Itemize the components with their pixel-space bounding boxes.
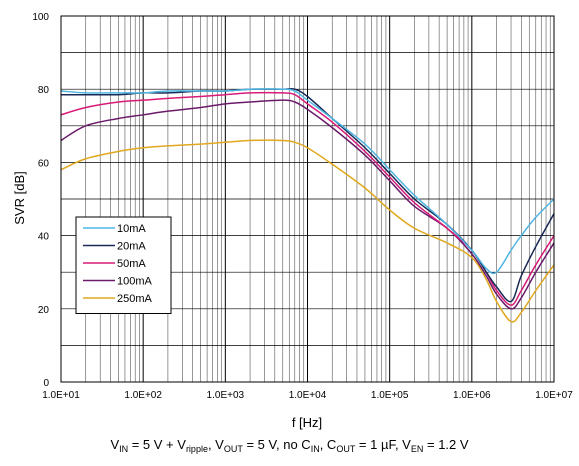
series-line-100mA — [60, 99, 555, 310]
y-tick-label: 40 — [38, 232, 50, 243]
grid — [60, 15, 554, 383]
legend-label: 50mA — [117, 258, 146, 270]
caption-sub: OUT — [223, 444, 243, 454]
legend-label: 100mA — [117, 276, 153, 288]
y-tick-label: 0 — [43, 378, 49, 389]
y-axis-label: SVR [dB] — [12, 171, 27, 224]
caption-sub: IN — [310, 444, 320, 454]
x-tick-label: 1.0E+06 — [453, 390, 491, 401]
x-tick-label: 1.0E+02 — [124, 390, 162, 401]
y-tick-label: 80 — [38, 85, 50, 96]
plot-frame — [60, 15, 555, 383]
caption-sub: IN — [119, 444, 129, 454]
x-tick-label: 1.0E+05 — [371, 390, 409, 401]
x-axis-label: f [Hz] — [292, 415, 322, 430]
caption-text: , V — [207, 437, 224, 452]
caption-sub: EN — [410, 444, 424, 454]
legend-label: 10mA — [117, 223, 146, 235]
caption-text: = 5 V, no C — [242, 437, 311, 452]
caption-text: = 1.2 V — [423, 437, 469, 452]
caption-text: , C — [319, 437, 337, 452]
y-tick-label: 100 — [32, 12, 49, 23]
series-lines — [60, 87, 555, 323]
series-line-250mA — [60, 139, 555, 323]
legend-label: 20mA — [117, 241, 146, 253]
series-line-50mA — [60, 91, 555, 306]
x-tick-label: 1.0E+03 — [207, 390, 245, 401]
caption-text: = 5 V + V — [128, 437, 186, 452]
caption-sub: OUT — [336, 444, 356, 454]
y-tick-label: 20 — [38, 305, 50, 316]
test-conditions-caption: VIN = 5 V + Vripple, VOUT = 5 V, no CIN,… — [0, 437, 579, 454]
caption-sub: ripple — [185, 444, 208, 454]
tick-labels: 1.0E+01 1.0E+02 1.0E+03 1.0E+04 1.0E+05 1.0E+… — [32, 12, 573, 401]
x-tick-label: 1.0E+01 — [42, 390, 80, 401]
series-line-10mA — [60, 88, 555, 275]
x-tick-label: 1.0E+07 — [535, 390, 573, 401]
legend-label: 250mA — [117, 293, 153, 305]
y-tick-label: 60 — [38, 158, 50, 169]
caption-text: V — [110, 437, 120, 452]
x-tick-label: 1.0E+04 — [289, 390, 327, 401]
caption-text: = 1 µF, V — [355, 437, 411, 452]
legend: 10mA 20mA 50mA 100mA 250mA — [75, 216, 172, 314]
